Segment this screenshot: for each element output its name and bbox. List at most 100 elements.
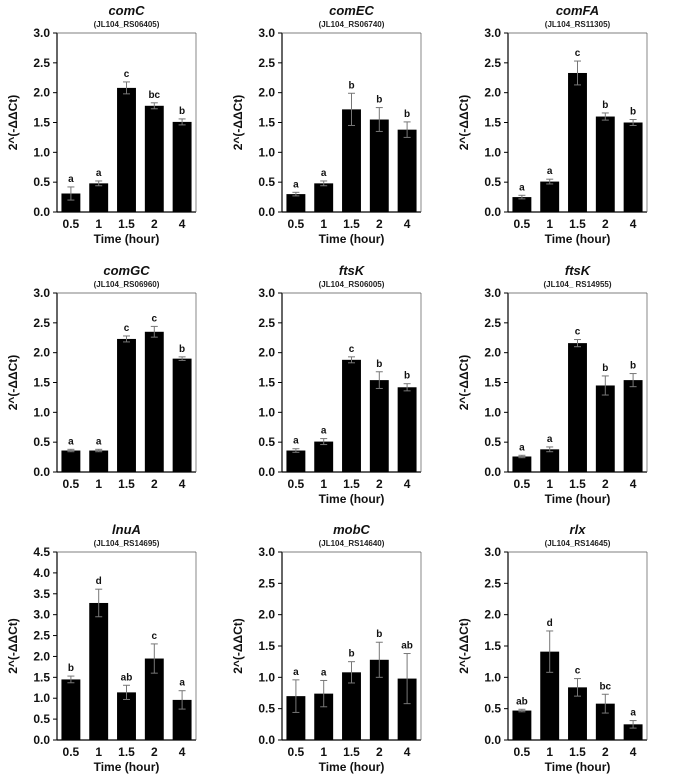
x-tick-label: 1 (320, 745, 327, 759)
x-tick-label: 0.5 (63, 745, 80, 759)
x-tick-label: 2 (151, 477, 158, 491)
chart-subtitle: (JL104_RS14640) (319, 539, 385, 548)
x-tick-label: 2 (376, 477, 383, 491)
significance-letter: bc (148, 90, 160, 101)
error-bar (348, 92, 355, 126)
error-bar (95, 588, 103, 618)
bar (595, 116, 615, 212)
y-tick-label: 1.5 (33, 116, 50, 130)
y-tick-label: 1.0 (33, 145, 50, 159)
y-tick-label: 0.5 (33, 175, 50, 189)
y-tick-label: 1.0 (258, 670, 275, 684)
y-tick-label: 1.0 (484, 405, 501, 419)
error-bar (67, 675, 75, 684)
chart-panel-4: comGC (JL104_RS06960) 0.0 0.5 1.0 1.5 2.0 2.5 3.… (6, 263, 197, 491)
significance-letter: b (179, 106, 185, 117)
chart-title: comGC (103, 263, 150, 278)
significance-letter: b (404, 109, 410, 120)
error-bar (629, 373, 637, 388)
x-tick-label: 1 (95, 217, 102, 231)
x-tick-label: 2 (376, 745, 383, 759)
significance-letter: b (348, 80, 354, 91)
y-axis-label: 2^(-ΔΔCt) (231, 95, 245, 151)
y-tick-label: 3.0 (258, 26, 275, 40)
bar (568, 72, 587, 212)
chart-title: mobC (333, 522, 370, 537)
y-tick-label: 2.0 (33, 346, 50, 360)
x-tick-label: 4 (630, 477, 637, 491)
bar (369, 380, 389, 472)
y-tick-label: 3.0 (484, 545, 501, 559)
y-tick-label: 1.0 (258, 405, 275, 419)
y-tick-label: 1.5 (258, 639, 275, 653)
chart-panel-7: lnuA (JL104_RS14695) 0.0 0.5 1.0 1.5 2.0 2.5 3.0… (6, 522, 197, 774)
bar (540, 651, 560, 740)
error-bar (375, 641, 383, 678)
x-tick-label: 2 (376, 217, 383, 231)
y-tick-label: 3.0 (484, 286, 501, 300)
x-tick-label: 4 (404, 745, 411, 759)
chart-title: rlx (570, 522, 587, 537)
x-tick-label: 0.5 (288, 745, 305, 759)
significance-letter: a (630, 708, 636, 719)
x-tick-label: 0.5 (514, 745, 531, 759)
error-bar (546, 630, 554, 673)
significance-letter: a (68, 174, 74, 185)
y-tick-label: 0.0 (33, 465, 50, 479)
y-tick-label: 0.0 (258, 465, 275, 479)
chart-panel-2: comEC (JL104_RS06740) 0.0 0.5 1.0 1.5 2.0 2.5 3.… (231, 3, 422, 246)
significance-letter: a (321, 667, 327, 678)
error-bar (292, 191, 300, 197)
chart-subtitle: (JL104_ RS14955) (543, 280, 611, 289)
error-bar (574, 339, 581, 348)
y-tick-label: 2.0 (258, 346, 275, 360)
x-axis-label: Time (hour) (545, 760, 611, 774)
chart-title: lnuA (112, 522, 141, 537)
y-tick-label: 3.0 (484, 26, 501, 40)
error-bar (629, 119, 637, 126)
y-tick-label: 1.5 (33, 670, 50, 684)
error-bar (348, 661, 355, 684)
significance-letter: a (68, 436, 74, 447)
x-tick-label: 4 (404, 217, 411, 231)
error-bar (292, 448, 300, 453)
y-tick-label: 2.5 (258, 316, 275, 330)
significance-letter: c (575, 48, 581, 59)
y-tick-label: 1.5 (484, 639, 501, 653)
x-tick-label: 1 (546, 745, 553, 759)
bar (568, 687, 587, 740)
bar (512, 197, 532, 212)
x-axis-label: Time (hour) (319, 232, 385, 246)
y-tick-label: 4.5 (33, 545, 50, 559)
x-tick-label: 0.5 (288, 477, 305, 491)
error-bar (574, 678, 581, 697)
y-tick-label: 0.5 (258, 702, 275, 716)
x-tick-label: 1.5 (118, 477, 135, 491)
bar (89, 602, 109, 740)
y-tick-label: 1.5 (484, 116, 501, 130)
x-axis-label: Time (hour) (319, 760, 385, 774)
bar (314, 693, 334, 740)
significance-letter: a (293, 436, 299, 447)
significance-letter: c (152, 313, 158, 324)
y-tick-label: 1.5 (258, 376, 275, 390)
y-tick-label: 2.0 (258, 608, 275, 622)
y-tick-label: 1.5 (33, 376, 50, 390)
bar (286, 450, 306, 472)
significance-letter: a (96, 436, 102, 447)
x-tick-label: 4 (179, 477, 186, 491)
significance-letter: ab (401, 641, 413, 652)
bar (595, 385, 615, 472)
bar (595, 703, 615, 740)
chart-title: comFA (556, 3, 599, 18)
bar (61, 450, 81, 472)
y-tick-label: 2.5 (484, 56, 501, 70)
y-tick-label: 3.0 (258, 286, 275, 300)
error-bar (67, 448, 75, 453)
error-bar (67, 186, 75, 201)
significance-letter: ab (121, 672, 133, 683)
y-tick-label: 2.5 (484, 576, 501, 590)
y-tick-label: 0.0 (484, 733, 501, 747)
x-tick-label: 4 (179, 745, 186, 759)
x-tick-label: 1.5 (118, 217, 135, 231)
